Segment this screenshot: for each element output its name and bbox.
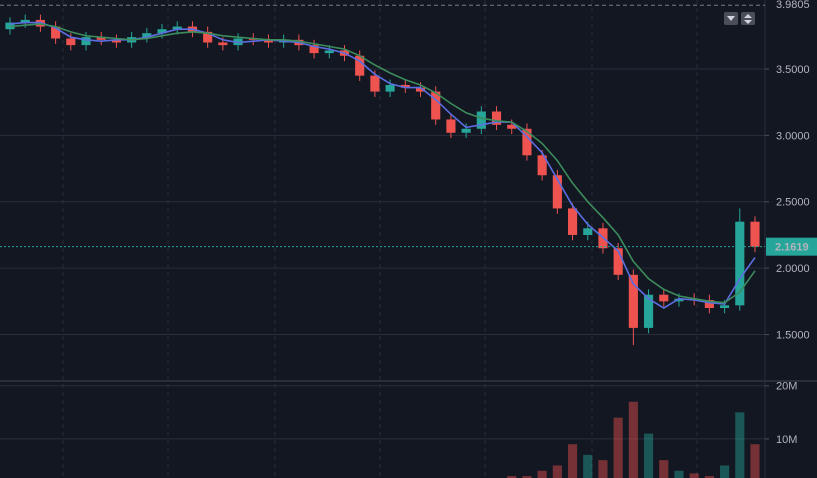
- candle-body: [522, 128, 532, 156]
- volume-bar: [644, 433, 654, 478]
- candle-body: [203, 31, 213, 43]
- candle-body: [704, 300, 714, 308]
- y-tick-label: 2.0000: [776, 263, 810, 275]
- last-price-label: 2.1619: [775, 242, 809, 254]
- candle-body: [157, 29, 167, 34]
- y-tick-label: 3.0000: [776, 130, 810, 142]
- candle-body: [218, 42, 228, 46]
- candle-body: [674, 298, 684, 302]
- volume-bar: [704, 476, 714, 478]
- volume-bar: [613, 417, 623, 478]
- volume-tick-label: 10M: [776, 434, 797, 446]
- candle-body: [613, 248, 623, 275]
- candle-body: [111, 39, 121, 43]
- candle-body: [66, 38, 76, 46]
- candle-body: [644, 294, 654, 328]
- y-tick-label: 1.5000: [776, 329, 810, 341]
- candle-body: [628, 274, 638, 328]
- candle-body: [309, 45, 319, 54]
- candle-body: [537, 155, 547, 176]
- candle-body: [491, 111, 502, 125]
- volume-bar: [628, 401, 638, 478]
- candle-body: [476, 111, 486, 129]
- candle-body: [324, 50, 334, 54]
- volume-bar: [735, 412, 745, 478]
- candle-body: [96, 37, 106, 40]
- volume-bar: [507, 476, 517, 478]
- volume-bar: [583, 454, 593, 478]
- volume-bar: [567, 444, 578, 478]
- candle-body: [263, 39, 274, 43]
- volume-bar: [750, 444, 760, 478]
- volume-bar: [720, 465, 730, 478]
- candle-body: [400, 84, 410, 88]
- candle-body: [415, 87, 426, 92]
- volume-bars: [507, 401, 760, 478]
- move-button[interactable]: [741, 12, 755, 25]
- pane-buttons: [724, 12, 755, 25]
- candle-body: [385, 84, 395, 92]
- candle-body: [720, 305, 730, 308]
- candle-body: [142, 33, 152, 38]
- moving-average-line: [9, 23, 756, 304]
- candle-body: [20, 19, 30, 23]
- volume-bar: [674, 470, 684, 478]
- candles: [5, 14, 760, 346]
- candle-body: [583, 228, 593, 235]
- y-tick-label: 2.5000: [776, 197, 810, 209]
- candle-body: [370, 75, 380, 92]
- candle-body: [567, 208, 578, 235]
- y-tick-label: 3.5000: [776, 64, 810, 76]
- candle-body: [51, 26, 61, 39]
- volume-bar: [598, 460, 608, 478]
- candle-body: [446, 119, 456, 133]
- collapse-icon: [727, 16, 735, 21]
- volume-bar: [522, 476, 532, 478]
- candle-body: [735, 221, 745, 306]
- candle-body: [659, 294, 669, 302]
- candle-body: [507, 124, 517, 129]
- high-marker-label: 3.9805: [776, 0, 810, 11]
- candle-body: [431, 91, 441, 120]
- candle-body: [355, 55, 365, 76]
- volume-bar: [689, 473, 699, 478]
- candle-body: [81, 37, 91, 46]
- candle-body: [750, 221, 760, 247]
- volume-tick-label: 20M: [776, 381, 797, 393]
- volume-bar: [552, 465, 562, 478]
- volume-bar: [659, 460, 669, 478]
- candle-body: [172, 26, 182, 30]
- last-price-box: [766, 237, 817, 256]
- volume-bar: [537, 470, 547, 478]
- candle-body: [552, 175, 562, 209]
- move-icon: [744, 14, 752, 24]
- candle-body: [461, 128, 471, 133]
